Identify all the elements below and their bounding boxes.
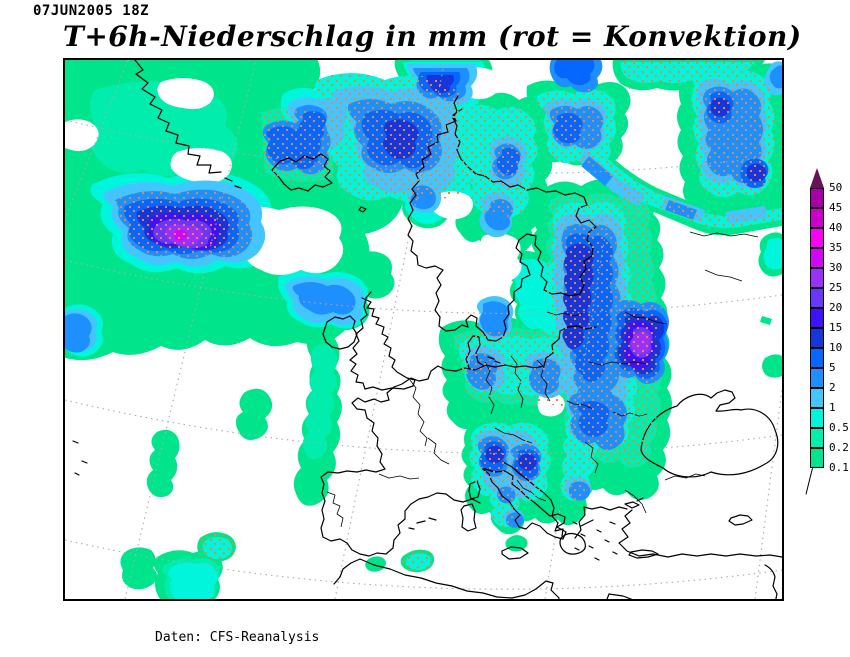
anatolia-coast	[618, 509, 782, 558]
precipitation-map-canvas	[65, 60, 782, 599]
colorbar-tick-label: 2	[829, 381, 836, 394]
colorbar-tick-label: 0.5	[829, 421, 849, 434]
colorbar-tick-label: 30	[829, 261, 843, 274]
map-title: T+6h-Niederschlag in mm (rot = Konvektio…	[63, 20, 802, 53]
colorbar-tick-label: 5	[829, 361, 836, 374]
cyprus-coast	[728, 514, 753, 526]
atlantic-coast	[320, 365, 485, 557]
colorbar-tick-label: 15	[829, 321, 843, 334]
colorbar-segment	[810, 448, 824, 468]
colorbar-segment	[810, 268, 824, 288]
colorbar-segment	[810, 208, 824, 228]
map-frame	[63, 58, 784, 601]
credits-line-data-source: Daten: CFS-Reanalysis	[155, 630, 320, 645]
colorbar-segment	[810, 408, 824, 428]
colorbar-tick-label: 0.2	[829, 441, 849, 454]
colorbar-tick-label: 45	[829, 201, 843, 214]
colorbar-segment	[810, 348, 824, 368]
peloponnese-coast	[559, 532, 586, 555]
sardinia-coast	[460, 503, 477, 532]
aegean-coast	[574, 506, 628, 539]
colorbar-segment	[810, 288, 824, 308]
north-africa-coast	[333, 558, 633, 599]
colorbar-tick-label: 20	[829, 301, 843, 314]
colorbar-segment	[810, 368, 824, 388]
ireland-coast	[322, 315, 358, 350]
colorbar-tick-label: 40	[829, 221, 843, 234]
levant-coast	[764, 564, 778, 599]
run-datetime-label: 07JUN2005 18Z	[33, 3, 150, 19]
colorbar-tick-label: 10	[829, 341, 843, 354]
colorbar-segment	[810, 188, 824, 208]
colorbar-tick-label: 25	[829, 281, 843, 294]
sicily-coast	[501, 546, 529, 560]
colorbar-segment	[810, 428, 824, 448]
convection-speckles	[115, 62, 782, 573]
colorbar-tail-line	[805, 468, 813, 495]
crete-coast	[628, 549, 659, 559]
scandinavia-coast	[407, 95, 597, 342]
colorbar-tick-label: 35	[829, 241, 843, 254]
greenland-coast	[134, 60, 222, 174]
credits-block: Daten: CFS-Reanalysis (C) Wetterzentrale…	[155, 602, 319, 657]
colorbar-segment	[810, 308, 824, 328]
colorbar-tick-label: 0.1	[829, 461, 849, 474]
colorbar-segment	[810, 328, 824, 348]
colorbar-segment	[810, 388, 824, 408]
colorbar-segment	[810, 248, 824, 268]
precip-colorbar: 50 45 40 35 30 25 20 15 10 5 2 1 0.5 0.2 0.1	[805, 168, 850, 500]
colorbar-segment	[810, 228, 824, 248]
great-britain-coast	[349, 291, 416, 391]
colorbar-arrow-icon	[810, 168, 824, 188]
black-sea-coast	[640, 389, 779, 478]
colorbar-tick-label: 1	[829, 401, 836, 414]
colorbar-tick-label: 50	[829, 181, 843, 194]
